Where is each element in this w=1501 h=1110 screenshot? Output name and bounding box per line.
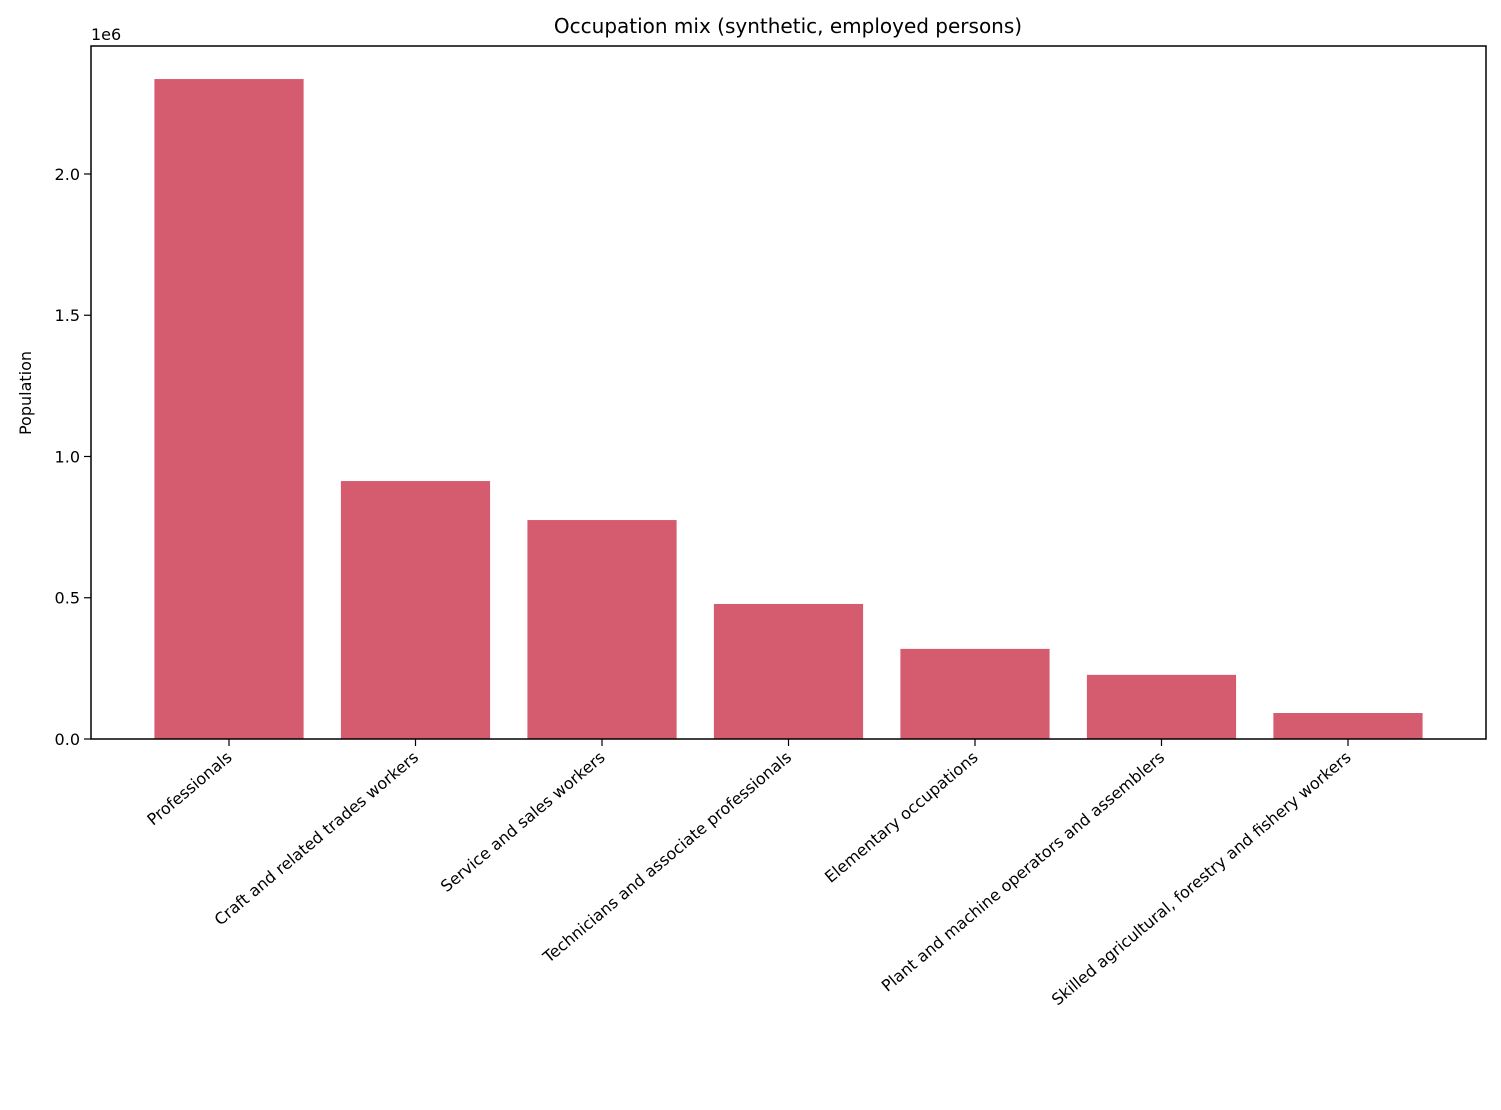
bar: [713, 603, 864, 739]
x-tick-label: Plant and machine operators and assemble…: [878, 748, 1168, 996]
x-tick-label: Service and sales workers: [437, 748, 609, 896]
bar: [154, 79, 304, 739]
x-tick-label: Craft and related trades workers: [211, 748, 422, 930]
bar: [900, 648, 1050, 739]
bar: [527, 520, 677, 739]
bar: [340, 481, 491, 739]
x-tick-label: Skilled agricultural, forestry and fishe…: [1048, 748, 1355, 1010]
y-tick-label: 2.0: [55, 165, 80, 184]
y-axis-label: Population: [16, 351, 35, 435]
x-tick-label: Professionals: [143, 748, 235, 830]
y-tick-label: 1.5: [55, 306, 80, 325]
plot-frame: [90, 45, 1487, 740]
bar: [1273, 713, 1423, 739]
x-tick-label: Elementary occupations: [821, 748, 982, 887]
y-offset-label: 1e6: [91, 25, 121, 44]
y-tick-label: 0.5: [55, 589, 80, 608]
y-tick-label: 1.0: [55, 447, 80, 466]
chart-title: Occupation mix (synthetic, employed pers…: [554, 14, 1022, 38]
bar: [1086, 674, 1237, 739]
y-tick-label: 0.0: [55, 730, 80, 749]
